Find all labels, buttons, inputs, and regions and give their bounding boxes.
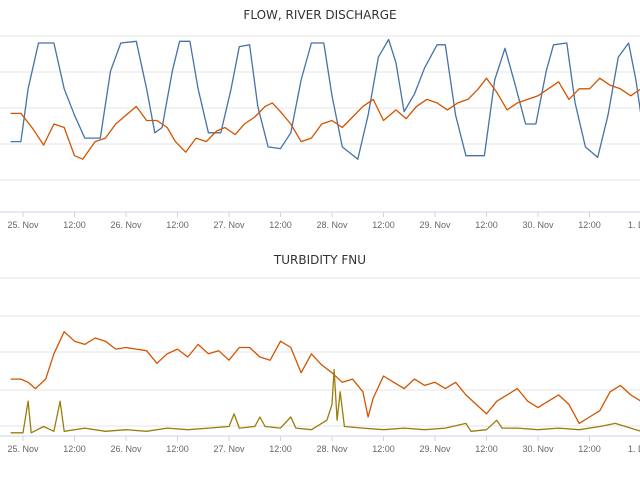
x-tick-label: 12:00 <box>269 220 292 230</box>
turbidity-chart: 25. Nov 12:00 26. Nov 12:00 27. Nov 12:00 28. … <box>0 277 640 454</box>
series-line-1 <box>10 331 640 425</box>
x-tick-label: 12:00 <box>372 220 395 230</box>
x-tick-label: 28. Nov <box>316 220 348 230</box>
x-tick-label: 1. Dec <box>628 444 640 454</box>
x-tick-label: 29. Nov <box>419 444 451 454</box>
x-tick-label: 12:00 <box>578 220 601 230</box>
chart-title-flow: FLOW, RIVER DISCHARGE <box>243 8 397 22</box>
x-tick-label: 12:00 <box>578 444 601 454</box>
x-tick-label: 25. Nov <box>7 220 39 230</box>
x-tick-label: 1. Dec <box>628 220 640 230</box>
x-tick-label: 26. Nov <box>110 220 142 230</box>
x-tick-label: 12:00 <box>63 220 86 230</box>
grid-lines <box>0 277 640 427</box>
x-tick-label: 12:00 <box>475 444 498 454</box>
x-tick-label: 25. Nov <box>7 444 39 454</box>
x-tick-label: 12:00 <box>63 444 86 454</box>
x-tick-label: 12:00 <box>166 220 189 230</box>
x-tick-label: 28. Nov <box>316 444 348 454</box>
x-tick-label: 29. Nov <box>419 220 451 230</box>
grid-lines <box>0 35 640 181</box>
x-tick-label: 26. Nov <box>110 444 142 454</box>
x-tick-label: 30. Nov <box>522 220 554 230</box>
x-tick-label: 12:00 <box>372 444 395 454</box>
x-tick-label: 12:00 <box>269 444 292 454</box>
x-tick-label: 27. Nov <box>213 444 245 454</box>
x-tick-label: 27. Nov <box>213 220 245 230</box>
x-tick-label: 12:00 <box>475 220 498 230</box>
x-tick-label: 12:00 <box>166 444 189 454</box>
series-line-2 <box>10 368 640 434</box>
series-line-1 <box>10 38 640 160</box>
x-tick-label: 30. Nov <box>522 444 554 454</box>
chart-title-turbidity: TURBIDITY FNU <box>273 253 367 267</box>
flow-chart: 25. Nov 12:00 26. Nov 12:00 27. Nov 12:00 28. … <box>0 35 640 230</box>
series-line-2 <box>10 77 640 160</box>
